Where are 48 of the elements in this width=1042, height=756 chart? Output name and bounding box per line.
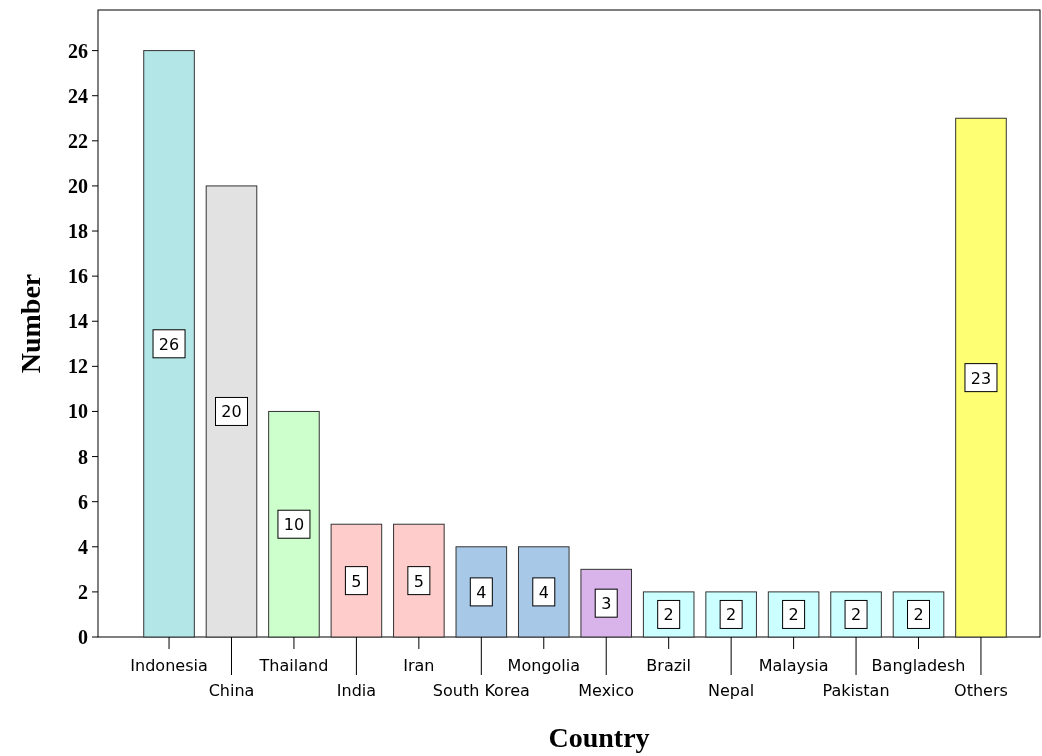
data-label: 10 xyxy=(283,515,305,535)
bar xyxy=(143,50,195,638)
data-label: 4 xyxy=(476,582,487,602)
y-tick-label: 8 xyxy=(78,445,88,468)
data-label: 23 xyxy=(970,368,992,388)
x-tick-label: Mongolia xyxy=(507,656,580,675)
x-tick-label: Nepal xyxy=(708,681,755,700)
y-tick-label: 2 xyxy=(78,580,88,603)
x-tick-label: Mexico xyxy=(578,681,635,700)
y-tick-label: 20 xyxy=(68,174,88,197)
y-tick-label: 18 xyxy=(68,220,88,243)
x-tick-label: Thailand xyxy=(258,656,329,675)
bar xyxy=(955,117,1007,638)
x-tick-label: South Korea xyxy=(432,681,530,700)
y-tick-label: 24 xyxy=(68,84,88,107)
data-label: 2 xyxy=(788,605,799,625)
y-tick-label: 14 xyxy=(68,310,88,333)
x-tick-label: Indonesia xyxy=(130,656,208,675)
y-tick-label: 26 xyxy=(68,39,88,62)
x-tick-label: China xyxy=(208,681,255,700)
y-tick-label: 6 xyxy=(78,490,88,513)
x-tick-label: Bangladesh xyxy=(871,656,966,675)
data-label: 5 xyxy=(413,571,424,591)
x-tick-label: Brazil xyxy=(646,656,692,675)
bar xyxy=(268,410,320,638)
data-label: 5 xyxy=(351,571,362,591)
y-tick-label: 0 xyxy=(78,626,88,648)
y-tick-label: 4 xyxy=(78,535,88,558)
data-label: 2 xyxy=(850,605,862,625)
bar xyxy=(205,185,258,638)
data-label: 4 xyxy=(538,582,549,602)
x-tick-label: Others xyxy=(954,681,1008,700)
x-tick-label: Pakistan xyxy=(822,681,890,700)
y-tick-label: 12 xyxy=(68,355,88,378)
y-tick-label: 10 xyxy=(68,400,88,423)
x-tick-label: India xyxy=(336,681,377,700)
data-label: 3 xyxy=(601,594,612,614)
y-axis-title: Number xyxy=(15,273,46,374)
y-tick-label: 16 xyxy=(68,265,88,288)
data-label: 20 xyxy=(221,402,242,422)
x-tick-label: Iran xyxy=(403,656,435,675)
y-tick-label: 22 xyxy=(68,129,88,152)
data-label: 2 xyxy=(913,605,924,625)
data-label: 2 xyxy=(726,605,737,625)
data-label: 26 xyxy=(158,334,180,354)
x-axis-title: Country xyxy=(548,722,650,753)
data-label: 2 xyxy=(663,605,674,625)
x-tick-label: Malaysia xyxy=(758,656,829,675)
